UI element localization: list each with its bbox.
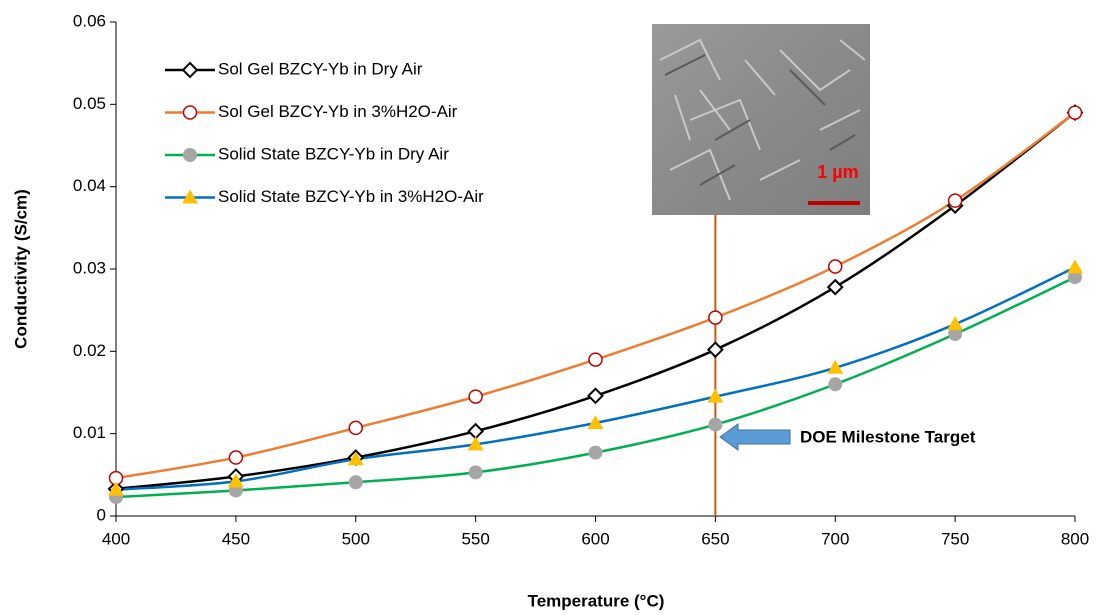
legend-marker [183, 148, 197, 162]
x-tick-label: 700 [821, 529, 849, 548]
y-tick-label: 0.03 [73, 258, 106, 277]
marker [587, 414, 604, 429]
x-tick-label: 750 [941, 529, 969, 548]
legend-label: Sol Gel BZCY-Yb in 3%H2O-Air [218, 102, 458, 121]
inset-image [652, 24, 870, 215]
x-tick-label: 550 [461, 529, 489, 548]
marker [468, 465, 483, 480]
y-tick-label: 0.01 [73, 423, 106, 442]
marker [468, 389, 483, 404]
marker [948, 327, 963, 342]
marker [348, 475, 363, 490]
series-line [115, 276, 1076, 499]
marker [1068, 270, 1082, 285]
legend-label: Solid State BZCY-Yb in Dry Air [218, 144, 449, 163]
annotation-arrow [719, 423, 791, 451]
x-tick-label: 400 [102, 529, 130, 548]
y-tick-label: 0.05 [73, 94, 106, 113]
marker [947, 193, 963, 208]
marker [588, 445, 603, 460]
y-tick-label: 0.06 [73, 11, 106, 30]
marker [828, 377, 843, 392]
marker [947, 316, 964, 331]
marker [587, 387, 604, 405]
marker [828, 259, 843, 274]
marker [348, 420, 363, 436]
y-tick-label: 0.02 [73, 341, 106, 360]
legend-label: Sol Gel BZCY-Yb in Dry Air [218, 59, 423, 78]
marker [228, 450, 244, 465]
x-tick-label: 500 [342, 529, 370, 548]
legend-marker [181, 61, 199, 79]
y-tick-label: 0 [97, 505, 106, 524]
x-tick-label: 650 [701, 529, 729, 548]
x-tick-label: 800 [1061, 529, 1089, 548]
y-tick-label: 0.04 [73, 176, 106, 195]
marker [708, 310, 723, 325]
marker [227, 473, 244, 488]
inset-scale-label: 1 µm [817, 162, 858, 182]
marker [707, 388, 724, 403]
legend-label: Solid State BZCY-Yb in 3%H2O-Air [218, 187, 484, 206]
legend-marker [182, 105, 198, 120]
x-tick-label: 600 [581, 529, 609, 548]
x-axis-title: Temperature (°C) [528, 591, 665, 610]
legend-marker [182, 189, 198, 204]
annotation: DOE Milestone Target [800, 427, 976, 446]
x-tick-label: 450 [222, 529, 250, 548]
marker [826, 278, 844, 296]
marker [1067, 259, 1083, 274]
marker [827, 359, 844, 374]
marker [1067, 105, 1083, 120]
marker [347, 451, 364, 466]
marker [706, 341, 724, 359]
marker [708, 417, 723, 432]
marker [467, 436, 484, 451]
marker [467, 422, 485, 440]
marker [108, 481, 124, 496]
y-axis-title: Conductivity (S/cm) [11, 189, 30, 349]
marker [588, 352, 603, 367]
